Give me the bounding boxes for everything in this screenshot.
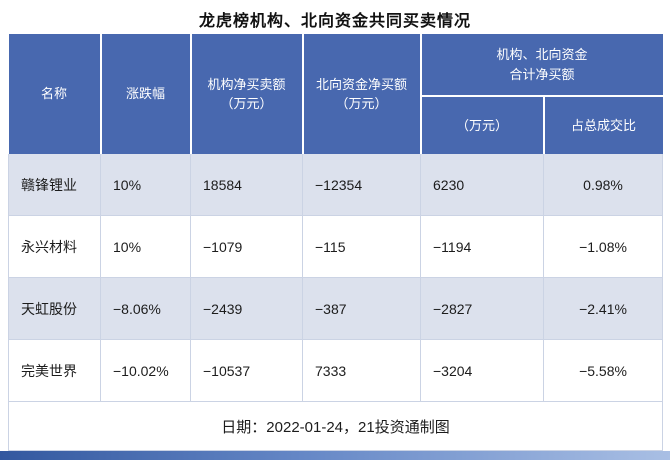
col-header-name: 名称: [8, 34, 102, 154]
table-footer: 日期：2022-01-24，21投资通制图: [7, 401, 664, 451]
cell-turnover-ratio: 0.98%: [543, 154, 664, 216]
cell-change: −10.02%: [100, 339, 191, 402]
cell-combined-net: −3204: [420, 339, 544, 402]
cell-north-net: −12354: [302, 154, 421, 216]
cell-turnover-ratio: −1.08%: [543, 215, 664, 278]
table-body: 赣锋锂业 10% 18584 −12354 6230 0.98% 永兴材料 10…: [8, 154, 664, 402]
cell-inst-net: 18584: [190, 154, 303, 216]
cell-turnover-ratio: −2.41%: [543, 277, 664, 340]
cell-stock-name: 永兴材料: [8, 215, 101, 278]
table-row: 永兴材料 10% −1079 −115 −1194 −1.08%: [8, 215, 664, 278]
footer-note: 日期：2022-01-24，21投资通制图: [7, 401, 664, 451]
bottom-accent-bar: [0, 451, 670, 460]
cell-change: 10%: [100, 154, 191, 216]
table-row: 完美世界 −10.02% −10537 7333 −3204 −5.58%: [8, 339, 664, 402]
col-header-inst-net: 机构净买卖额（万元）: [190, 34, 304, 154]
cell-stock-name: 赣锋锂业: [8, 154, 101, 216]
table-row: 天虹股份 −8.06% −2439 −387 −2827 −2.41%: [8, 277, 664, 340]
col-header-north-net: 北向资金净买额（万元）: [302, 34, 422, 154]
cell-stock-name: 天虹股份: [8, 277, 101, 340]
col-header-change: 涨跌幅: [100, 34, 192, 154]
table-header: 名称 涨跌幅 机构净买卖额（万元） 北向资金净买额（万元） 机构、北向资金 合计…: [8, 34, 663, 154]
cell-north-net: −115: [302, 215, 421, 278]
cell-combined-net: −2827: [420, 277, 544, 340]
col-header-combined-amount: （万元）: [420, 96, 545, 154]
cell-inst-net: −1079: [190, 215, 303, 278]
col-header-combined-ratio: 占总成交比: [543, 96, 663, 154]
cell-turnover-ratio: −5.58%: [543, 339, 664, 402]
combined-group-line2: 合计净买额: [509, 66, 575, 82]
cell-stock-name: 完美世界: [8, 339, 101, 402]
col-header-combined-group: 机构、北向资金 合计净买额: [420, 34, 663, 97]
cell-inst-net: −2439: [190, 277, 303, 340]
cell-change: 10%: [100, 215, 191, 278]
cell-combined-net: 6230: [420, 154, 544, 216]
combined-group-line1: 机构、北向资金: [496, 47, 588, 62]
table-row: 赣锋锂业 10% 18584 −12354 6230 0.98%: [8, 154, 664, 216]
cell-north-net: 7333: [302, 339, 421, 402]
cell-combined-net: −1194: [420, 215, 544, 278]
data-table: 名称 涨跌幅 机构净买卖额（万元） 北向资金净买额（万元） 机构、北向资金 合计…: [7, 34, 664, 451]
cell-north-net: −387: [302, 277, 421, 340]
page-title: 龙虎榜机构、北向资金共同买卖情况: [198, 13, 471, 30]
cell-change: −8.06%: [100, 277, 191, 340]
cell-inst-net: −10537: [190, 339, 303, 402]
